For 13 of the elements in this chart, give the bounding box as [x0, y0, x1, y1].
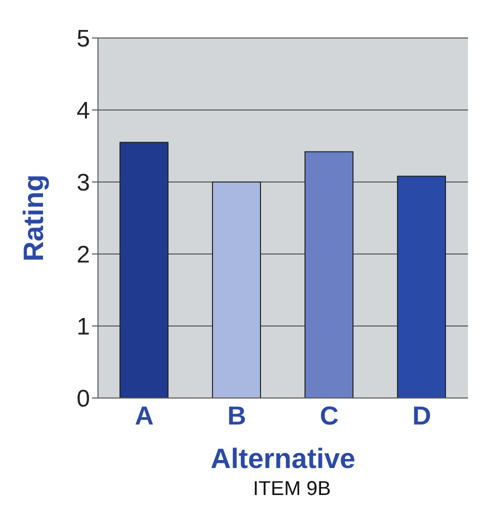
y-axis-title: Rating	[18, 174, 49, 262]
y-tick-label: 5	[76, 26, 90, 53]
x-tick-label: D	[412, 400, 432, 430]
x-tick-label: B	[227, 400, 246, 430]
x-tick-label: C	[320, 400, 339, 430]
x-tick-label: A	[134, 400, 154, 430]
y-tick-label: 2	[76, 242, 90, 269]
y-tick-label: 4	[76, 98, 90, 125]
y-tick-label: 1	[76, 314, 90, 341]
y-tick-label: 3	[76, 170, 90, 197]
text: ITEM 9B	[253, 478, 331, 501]
x-axis-title: Alternative	[210, 443, 356, 474]
y-tick-label: 0	[76, 386, 90, 413]
